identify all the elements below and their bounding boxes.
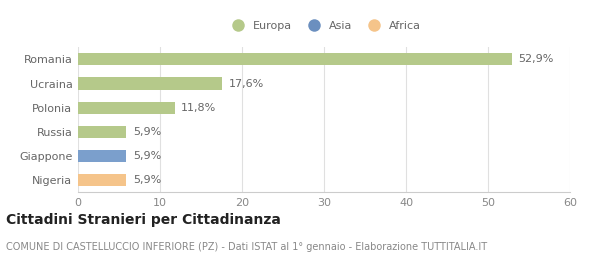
- Bar: [78, 150, 127, 162]
- Text: 52,9%: 52,9%: [518, 54, 554, 64]
- Bar: [78, 77, 223, 89]
- Text: 5,9%: 5,9%: [133, 127, 161, 137]
- Bar: [78, 102, 175, 114]
- Bar: [78, 174, 127, 186]
- Bar: [78, 126, 127, 138]
- Text: 5,9%: 5,9%: [133, 175, 161, 185]
- Text: 11,8%: 11,8%: [181, 102, 217, 113]
- Bar: [78, 53, 512, 66]
- Text: 17,6%: 17,6%: [229, 79, 264, 88]
- Text: Cittadini Stranieri per Cittadinanza: Cittadini Stranieri per Cittadinanza: [6, 213, 281, 227]
- Text: 5,9%: 5,9%: [133, 151, 161, 161]
- Text: COMUNE DI CASTELLUCCIO INFERIORE (PZ) - Dati ISTAT al 1° gennaio - Elaborazione : COMUNE DI CASTELLUCCIO INFERIORE (PZ) - …: [6, 242, 487, 252]
- Legend: Europa, Asia, Africa: Europa, Asia, Africa: [224, 17, 424, 34]
